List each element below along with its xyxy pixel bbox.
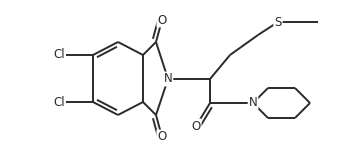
Text: O: O [191,119,201,133]
Text: O: O [157,13,167,27]
Text: N: N [249,97,257,109]
Text: Cl: Cl [53,95,65,109]
Text: N: N [164,73,172,85]
Text: Cl: Cl [53,49,65,61]
Text: S: S [274,15,282,28]
Text: O: O [157,131,167,143]
